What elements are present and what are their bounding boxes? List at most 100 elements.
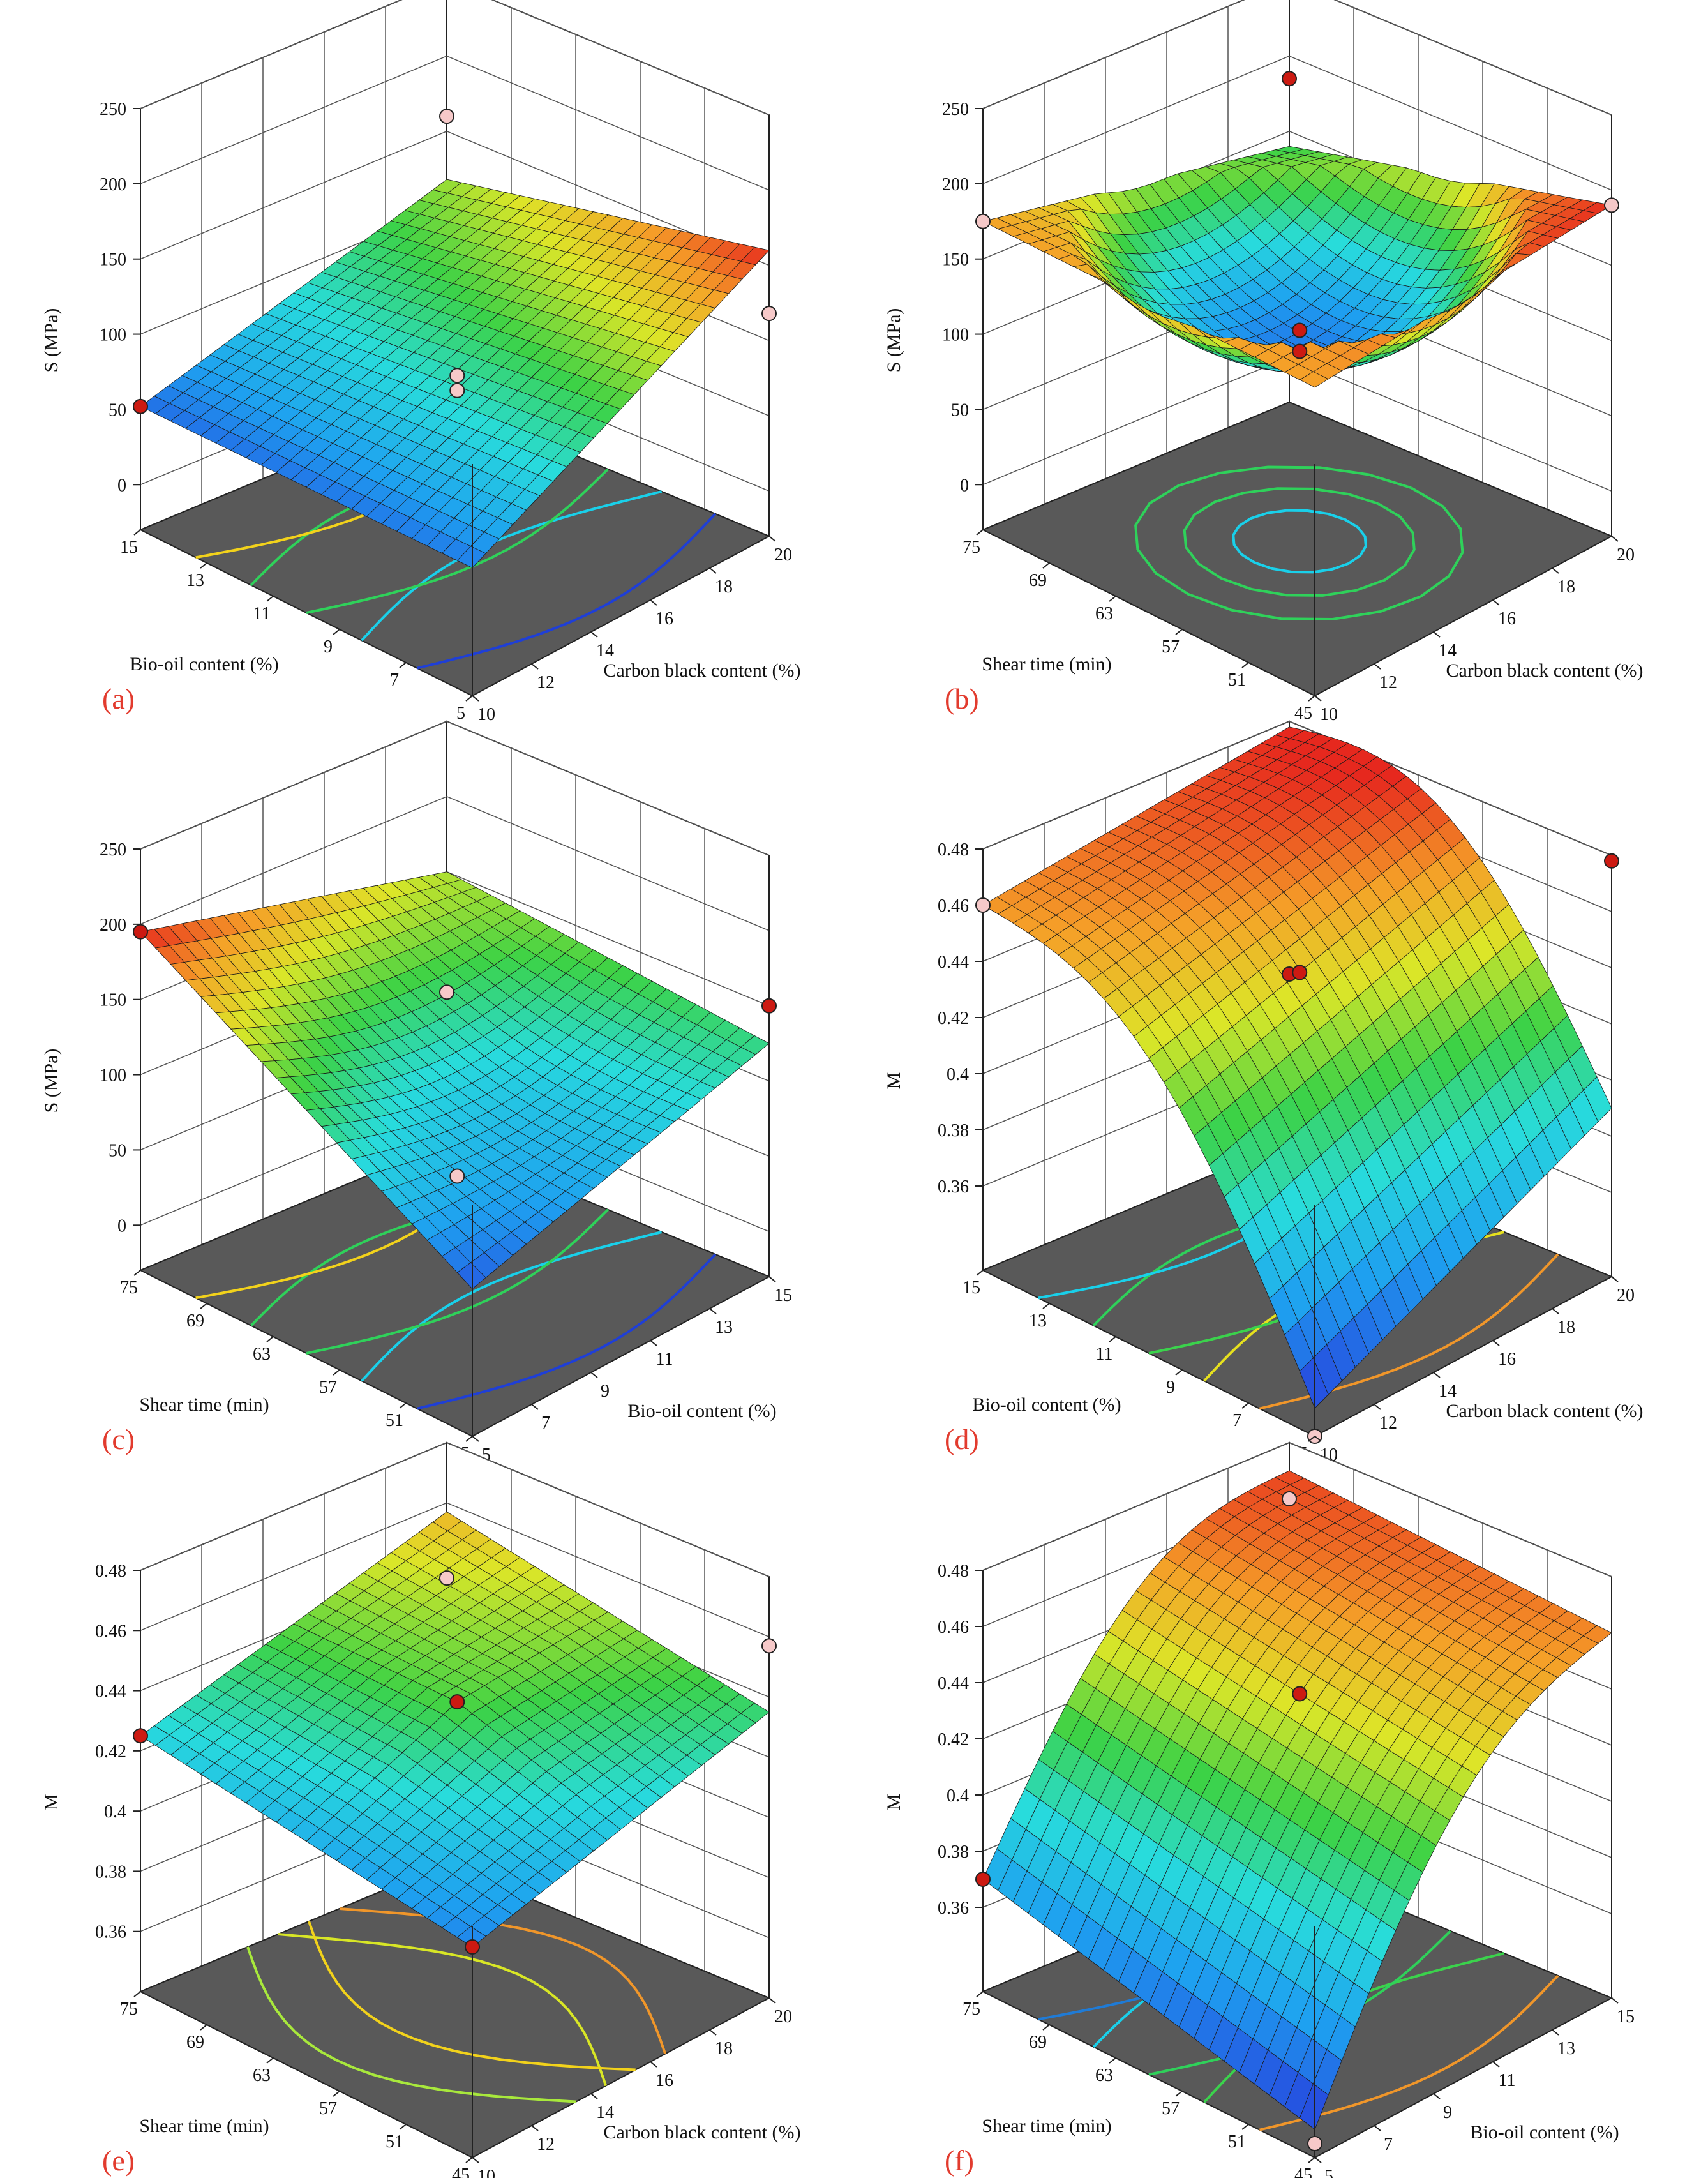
design-point [1292, 1686, 1308, 1702]
left-tick-mark [976, 1270, 984, 1276]
contour-line-low [416, 1253, 717, 1410]
design-point [1604, 853, 1619, 869]
left-axis-tick: 75 [963, 537, 980, 557]
right-tick-mark [1492, 2061, 1500, 2068]
right-axis-tick: 16 [1498, 609, 1516, 629]
right-tick-mark [709, 1308, 717, 1314]
left-axis-tick: 45 [1294, 703, 1312, 723]
right-tick-mark [590, 1372, 598, 1378]
right-tick-mark [1492, 1340, 1500, 1346]
grid-line [140, 721, 447, 850]
left-tick-mark [399, 662, 407, 668]
right-axis-tick: 14 [1439, 1381, 1457, 1401]
z-tick-label: 250 [100, 840, 126, 860]
right-axis-tick: 18 [715, 2039, 733, 2059]
right-axis-tick: 18 [715, 577, 733, 597]
right-axis-tick: 7 [1384, 2135, 1393, 2154]
left-axis-tick: 13 [186, 571, 204, 590]
left-axis-label: Shear time (min) [982, 2115, 1111, 2137]
grid-line [491, 0, 770, 116]
z-tick-label: 50 [951, 400, 969, 420]
contour-line-a [246, 1946, 576, 2103]
right-tick-mark [1374, 663, 1381, 670]
surface-facet [456, 1926, 486, 1948]
grid-line [140, 0, 402, 109]
panel-label: (a) [102, 682, 135, 715]
left-axis-tick: 75 [120, 1999, 138, 2019]
design-point [465, 1939, 480, 1955]
right-axis-tick: 20 [1617, 545, 1635, 565]
right-tick-mark [1552, 567, 1559, 574]
design-point [133, 1728, 148, 1744]
z-tick-label: 0.4 [947, 1065, 969, 1085]
z-tick-label: 100 [100, 1066, 126, 1086]
left-axis-tick: 45 [1294, 2165, 1312, 2178]
right-tick-mark [472, 695, 479, 702]
grid-line [1334, 0, 1612, 116]
right-tick-mark [472, 2157, 479, 2163]
left-tick-mark [465, 1436, 473, 1442]
right-axis-tick: 16 [1498, 1349, 1516, 1369]
left-axis-label: Shear time (min) [139, 2115, 269, 2137]
panel-label: (d) [945, 1423, 979, 1455]
grid-line [982, 0, 1245, 109]
left-tick-mark [133, 1991, 141, 1997]
contour-line-b [278, 1933, 608, 2087]
design-point [761, 306, 777, 322]
left-tick-mark [333, 1369, 340, 1376]
contour-line-low [416, 513, 717, 670]
z-tick-label: 250 [100, 100, 126, 119]
panel-d: 0.360.380.40.420.440.460.481513119751012… [883, 720, 1644, 1465]
left-axis-label: Bio-oil content (%) [130, 654, 278, 675]
left-tick-mark [266, 596, 274, 602]
design-point [1292, 343, 1308, 359]
right-axis-tick: 15 [774, 1286, 792, 1305]
left-tick-mark [1175, 2091, 1183, 2097]
grid-line [1289, 56, 1612, 191]
right-axis-label: Bio-oil content (%) [1470, 2122, 1619, 2143]
right-axis-tick: 9 [1443, 2103, 1452, 2122]
left-tick-mark [399, 2124, 407, 2130]
left-axis-tick: 69 [1029, 571, 1047, 590]
z-tick-label: 0.48 [938, 1561, 969, 1581]
design-point [1292, 965, 1308, 980]
z-tick-label: 0.44 [95, 1682, 126, 1702]
right-tick-mark [709, 567, 717, 574]
z-axis-label: M [883, 1072, 904, 1090]
right-axis-tick: 10 [1320, 705, 1338, 725]
left-axis-tick: 69 [186, 2032, 204, 2052]
grid-line [140, 131, 447, 260]
left-axis-tick: 75 [963, 1999, 980, 2019]
left-tick-mark [200, 2024, 207, 2031]
response-surface [140, 179, 770, 569]
z-tick-label: 0.4 [947, 1786, 969, 1806]
right-axis-tick: 16 [655, 609, 673, 629]
left-tick-mark [976, 1991, 984, 1997]
z-tick-label: 250 [942, 100, 969, 119]
grid-line [140, 1502, 447, 1631]
z-tick-label: 100 [100, 326, 126, 345]
z-tick-label: 0 [960, 476, 969, 495]
panel-a: 0 50 100 150 200 250 15 13 11 9 7 5 10 12 14 16 18 20 S (M… [41, 0, 801, 725]
contour-line-low [1232, 509, 1367, 574]
left-axis-tick: 13 [1029, 1311, 1047, 1331]
right-axis-tick: 12 [537, 2135, 555, 2154]
right-axis-label: Carbon black content (%) [603, 2122, 800, 2143]
z-tick-label: 0 [117, 1216, 126, 1236]
right-axis-tick: 7 [541, 1413, 550, 1433]
right-tick-mark [1314, 695, 1322, 702]
panel-label: (e) [102, 2144, 135, 2177]
z-tick-label: 150 [100, 250, 126, 270]
right-tick-mark [1611, 536, 1619, 542]
design-point [975, 897, 991, 913]
z-tick-label: 0.38 [938, 1121, 969, 1141]
right-axis-label: Carbon black content (%) [1446, 660, 1643, 681]
left-axis-tick: 11 [1096, 1344, 1113, 1364]
design-point [761, 1638, 777, 1654]
design-point [439, 1570, 454, 1586]
grid-line [446, 871, 770, 1007]
right-tick-mark [531, 2125, 539, 2131]
contour-line-high [1259, 1974, 1559, 2131]
